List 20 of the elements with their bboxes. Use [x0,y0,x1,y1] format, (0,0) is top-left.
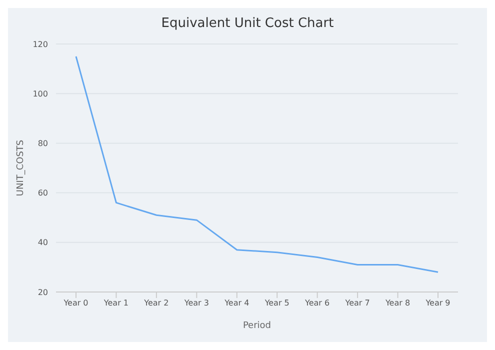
x-axis-title: Period [242,321,272,331]
chart-title: Equivalent Unit Cost Chart [160,15,335,33]
y-tick-label: 120 [32,40,48,49]
x-tick-label: Year 0 [62,298,88,308]
x-tick-label: Year 4 [224,298,250,308]
x-tick-label: Year 7 [344,298,370,308]
y-tick-label: 100 [32,89,48,98]
x-tick-label: Year 8 [384,298,410,308]
y-axis-title: UNIT_COSTS [16,140,26,196]
y-tick-label: 20 [38,288,48,297]
y-tick-label: 80 [38,139,48,148]
y-tick-label: 60 [38,188,48,198]
x-tick-label: Year 1 [102,298,129,308]
x-tick-label: Year 9 [424,298,450,308]
x-tick-label: Year 3 [183,298,209,308]
y-tick-label: 40 [38,238,48,248]
x-tick-label: Year 6 [304,298,330,308]
x-tick-label: Year 2 [143,298,169,308]
line-series [75,56,439,273]
x-tick-label: Year 5 [264,298,290,308]
